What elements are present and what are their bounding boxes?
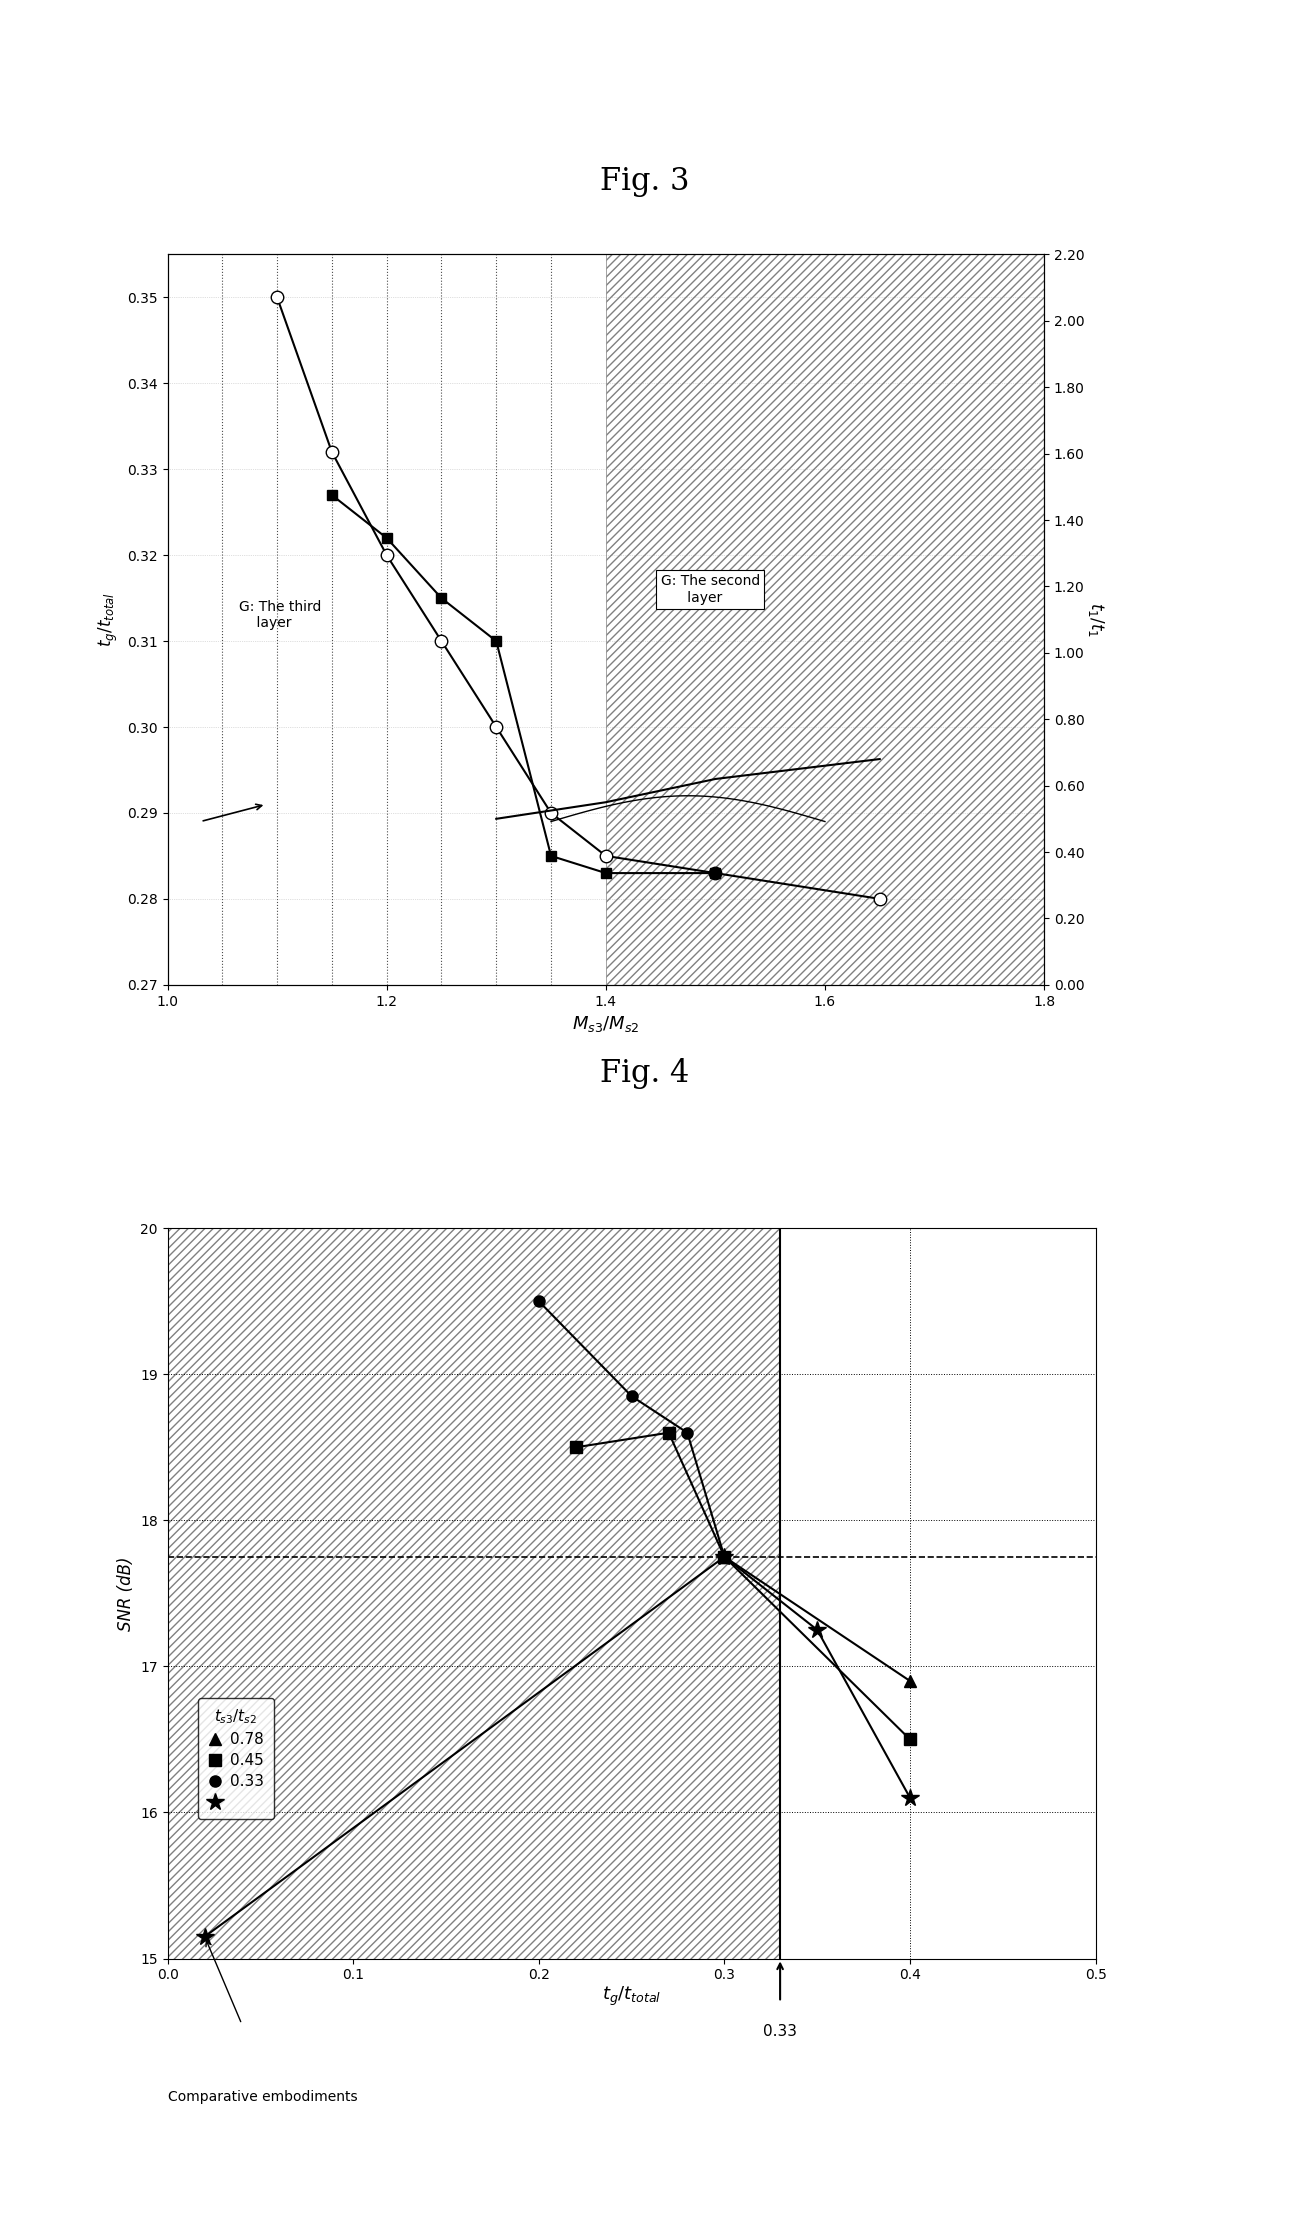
Text: Fig. 3: Fig. 3: [599, 166, 690, 197]
Text: 0.33: 0.33: [763, 2025, 797, 2038]
Text: G: The second
      layer: G: The second layer: [660, 575, 759, 604]
X-axis label: $M_{s3}/M_{s2}$: $M_{s3}/M_{s2}$: [572, 1014, 639, 1033]
Text: G: The third
    layer: G: The third layer: [238, 600, 321, 631]
X-axis label: $t_g/t_{total}$: $t_g/t_{total}$: [602, 1985, 661, 2007]
Y-axis label: $t_1/t_1$: $t_1/t_1$: [1085, 602, 1106, 637]
Y-axis label: $t_g/t_{total}$: $t_g/t_{total}$: [97, 593, 120, 646]
Bar: [606, 254, 1044, 985]
Text: Fig. 4: Fig. 4: [599, 1058, 690, 1089]
Text: Comparative embodiments: Comparative embodiments: [168, 2089, 357, 2105]
Legend: 0.78, 0.45, 0.33, : 0.78, 0.45, 0.33,: [199, 1697, 273, 1819]
Bar: [168, 1228, 780, 1959]
Y-axis label: SNR (dB): SNR (dB): [116, 1556, 134, 1631]
